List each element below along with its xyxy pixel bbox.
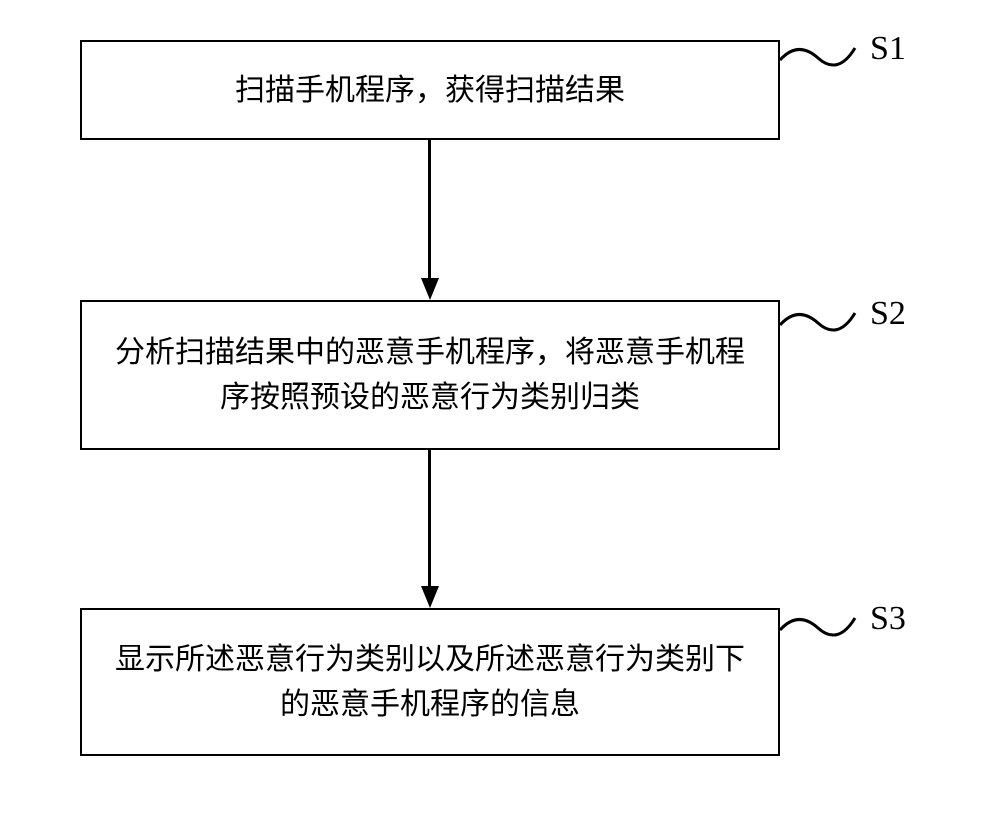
connector-s2 bbox=[780, 295, 870, 345]
flow-node-s1-text: 扫描手机程序，获得扫描结果 bbox=[235, 68, 625, 113]
flow-node-s1: 扫描手机程序，获得扫描结果 bbox=[80, 40, 780, 140]
step-label-s3: S3 bbox=[870, 600, 906, 638]
flow-node-s3: 显示所述恶意行为类别以及所述恶意行为类别下的恶意手机程序的信息 bbox=[80, 608, 780, 756]
connector-s1 bbox=[780, 30, 870, 80]
arrow-head-s2-s3 bbox=[421, 586, 439, 608]
step-label-s1: S1 bbox=[870, 30, 906, 68]
flow-node-s3-text: 显示所述恶意行为类别以及所述恶意行为类别下的恶意手机程序的信息 bbox=[102, 637, 758, 727]
connector-s3 bbox=[780, 600, 870, 650]
arrow-s2-s3 bbox=[428, 450, 431, 586]
arrow-s1-s2 bbox=[428, 140, 431, 278]
step-label-s2: S2 bbox=[870, 295, 906, 333]
flow-node-s2-text: 分析扫描结果中的恶意手机程序，将恶意手机程序按照预设的恶意行为类别归类 bbox=[102, 330, 758, 420]
flow-node-s2: 分析扫描结果中的恶意手机程序，将恶意手机程序按照预设的恶意行为类别归类 bbox=[80, 300, 780, 450]
arrow-head-s1-s2 bbox=[421, 278, 439, 300]
